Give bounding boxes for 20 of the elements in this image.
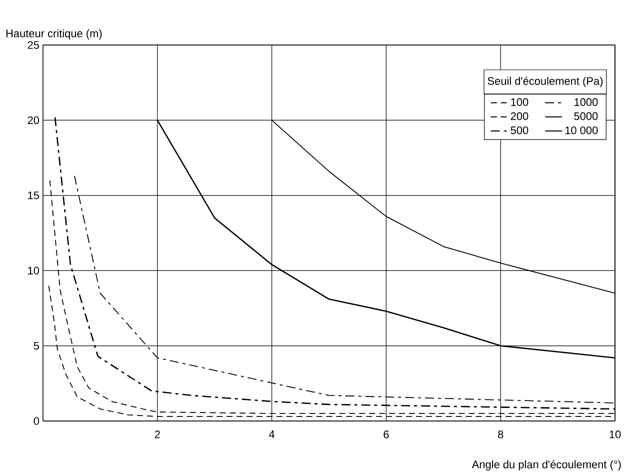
legend-label: 500	[510, 126, 528, 134]
y-axis-title: Hauteur critique (m)	[6, 29, 102, 40]
legend-label: 1000	[574, 98, 598, 106]
x-tick-label: 6	[384, 430, 389, 438]
y-tick-label: 0	[34, 417, 40, 425]
legend-title: Seuil d'écoulement (Pa)	[488, 76, 603, 88]
x-axis-title: Angle du plan d'écoulement (°)	[472, 460, 621, 470]
legend-label: 200	[510, 112, 528, 120]
legend-label: 100	[511, 98, 528, 106]
legend-label: 10 000	[565, 126, 598, 134]
x-tick-label: 8	[498, 430, 504, 438]
y-tick-label: 20	[28, 116, 40, 124]
y-tick-label: 25	[28, 41, 40, 49]
y-tick-label: 10	[28, 266, 40, 274]
x-tick-label: 2	[154, 430, 160, 438]
legend-label: 5000	[574, 112, 598, 120]
x-tick-label: 10	[610, 430, 621, 438]
y-tick-label: 15	[28, 192, 40, 200]
x-tick-label: 4	[269, 430, 275, 438]
y-tick-label: 5	[34, 342, 40, 350]
